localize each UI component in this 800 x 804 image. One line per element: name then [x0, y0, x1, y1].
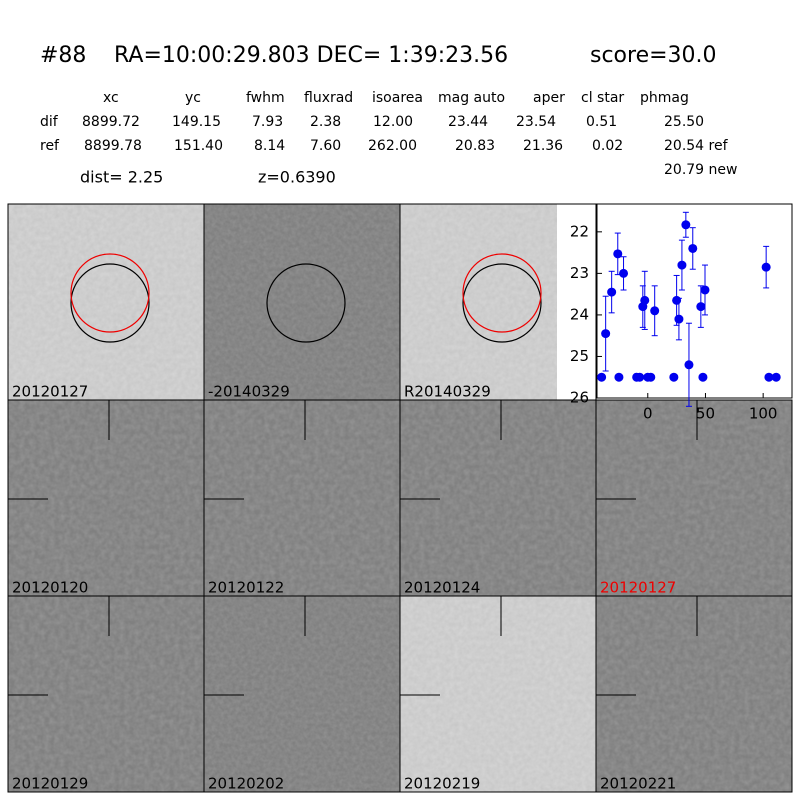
stamp-image	[204, 400, 400, 596]
point	[601, 329, 611, 339]
point	[674, 314, 684, 324]
cell: 7.60	[310, 138, 341, 154]
y-tick-label: 22	[570, 222, 589, 240]
cell: 23.54	[516, 114, 556, 130]
cell: 20.83	[455, 138, 495, 154]
cell: 20.54 ref	[664, 138, 729, 154]
y-tick-label: 26	[570, 389, 589, 407]
cell: 0.02	[592, 138, 623, 154]
cell: 262.00	[368, 138, 417, 154]
stamp-label: R20140329	[404, 383, 491, 401]
point	[650, 306, 660, 316]
column-header: xc	[103, 90, 119, 106]
y-tick-label: 25	[570, 347, 589, 365]
cell: 8899.78	[84, 138, 142, 154]
point	[619, 268, 629, 278]
row-label: dif	[40, 114, 59, 130]
point	[635, 372, 645, 382]
score: score=30.0	[590, 43, 717, 68]
point	[696, 302, 706, 312]
point	[677, 260, 687, 270]
point	[614, 372, 624, 382]
stamp-image	[596, 596, 792, 792]
column-header: fwhm	[246, 90, 285, 106]
point	[698, 372, 708, 382]
cell: 21.36	[523, 138, 563, 154]
aperture	[462, 263, 542, 343]
stamp-label: 20120129	[12, 775, 88, 793]
point	[640, 295, 650, 305]
point	[613, 249, 623, 259]
coordinates: RA=10:00:29.803 DEC= 1:39:23.56	[114, 43, 508, 68]
stamp-image	[204, 204, 400, 400]
column-header: yc	[185, 90, 201, 106]
stamp-label: 20120120	[12, 579, 88, 597]
plot-area	[596, 203, 793, 399]
stamp-label: 20120127	[12, 383, 88, 401]
blank-strip	[557, 204, 596, 400]
y-tick-label: 23	[570, 264, 589, 282]
stamp-image	[8, 400, 204, 596]
stamp-frame	[595, 595, 793, 793]
cell: 23.44	[448, 114, 488, 130]
aperture	[70, 263, 150, 343]
point	[684, 360, 694, 370]
cell: 12.00	[373, 114, 413, 130]
stamp-image	[400, 596, 596, 792]
aperture-ref	[70, 253, 150, 333]
point	[669, 372, 679, 382]
cell: 25.50	[664, 114, 704, 130]
distance: dist= 2.25	[80, 168, 163, 187]
aperture	[266, 263, 346, 343]
stamp-label: 20120221	[600, 775, 676, 793]
stamp-image	[400, 400, 596, 596]
column-header: isoarea	[372, 90, 423, 106]
point	[700, 285, 710, 295]
stamp-label: 20120127	[600, 579, 676, 597]
cell: 0.51	[586, 114, 617, 130]
stamp-image	[8, 596, 204, 792]
point	[681, 220, 691, 230]
cell: 7.93	[252, 114, 283, 130]
x-tick-label: 0	[643, 405, 653, 423]
column-header: aper	[533, 90, 565, 106]
cell: 8.14	[254, 138, 285, 154]
cell: 8899.72	[82, 114, 140, 130]
point	[764, 372, 774, 382]
x-tick-label: 100	[749, 405, 778, 423]
point	[607, 287, 617, 297]
phmag-new: 20.79 new	[664, 162, 737, 178]
point	[761, 262, 771, 272]
stamp-label: -20140329	[208, 383, 290, 401]
stamp-image	[400, 204, 557, 400]
cell: 149.15	[172, 114, 221, 130]
stamp-image	[204, 596, 400, 792]
candidate-id: #88	[40, 43, 86, 68]
point	[771, 372, 781, 382]
point	[672, 295, 682, 305]
stamp-label: 20120219	[404, 775, 480, 793]
row-label: ref	[40, 138, 60, 154]
column-header: cl star	[581, 90, 624, 106]
cell: 2.38	[310, 114, 341, 130]
point	[688, 243, 698, 253]
stamp-label: 20120202	[208, 775, 284, 793]
x-tick-label: 50	[696, 405, 715, 423]
y-tick-label: 24	[570, 305, 589, 323]
cell: 151.40	[174, 138, 223, 154]
stamp-image	[596, 400, 792, 596]
column-header: mag auto	[438, 90, 505, 106]
column-header: phmag	[640, 90, 689, 106]
aperture-ref	[462, 253, 542, 333]
stamp-image	[8, 204, 204, 400]
column-header: fluxrad	[304, 90, 353, 106]
redshift: z=0.6390	[258, 168, 336, 187]
point	[597, 372, 607, 382]
stamp-label: 20120122	[208, 579, 284, 597]
stamp-label: 20120124	[404, 579, 480, 597]
point	[646, 372, 656, 382]
